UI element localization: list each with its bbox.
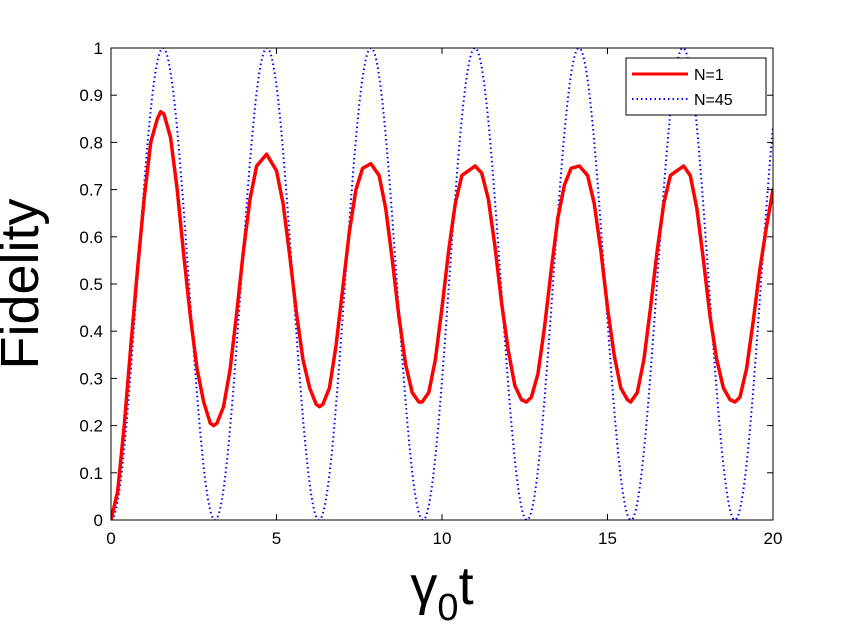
y-tick-label: 0.6 bbox=[79, 228, 103, 247]
plot-area bbox=[111, 48, 773, 520]
y-axis-title: Fidelity bbox=[0, 198, 50, 369]
y-tick-label: 0.9 bbox=[79, 86, 103, 105]
series-line-n45 bbox=[111, 48, 773, 520]
x-axis-title-variable: t bbox=[459, 556, 474, 616]
x-tick-label: 15 bbox=[598, 529, 617, 548]
y-tick-label: 1 bbox=[94, 39, 103, 58]
y-tick-label: 0.1 bbox=[79, 464, 103, 483]
legend-label-n1: N=1 bbox=[694, 67, 724, 84]
legend-label-n45: N=45 bbox=[694, 92, 733, 109]
y-tick-label: 0.2 bbox=[79, 417, 103, 436]
legend-box bbox=[625, 57, 767, 116]
x-tick-label: 20 bbox=[764, 529, 783, 548]
x-axis-title-subscript: 0 bbox=[437, 587, 458, 629]
x-axis-title: γ0t bbox=[410, 556, 473, 629]
x-tick-label: 10 bbox=[433, 529, 452, 548]
x-tick-label: 5 bbox=[272, 529, 281, 548]
y-tick-label: 0 bbox=[94, 511, 103, 530]
y-tick-label: 0.5 bbox=[79, 275, 103, 294]
y-tick-label: 0.7 bbox=[79, 181, 103, 200]
legend: N=1 N=45 bbox=[625, 57, 767, 116]
ticks-layer: 0 5 10 15 20 0 0.1 0.2 0.3 0.4 0.5 0.6 0.7 0.8 0.9 1 bbox=[79, 39, 782, 548]
y-tick-label: 0.3 bbox=[79, 369, 103, 388]
x-tick-label: 0 bbox=[106, 529, 115, 548]
y-tick-label: 0.4 bbox=[79, 322, 103, 341]
series-layer bbox=[111, 48, 773, 520]
x-axis-title-symbol: γ bbox=[410, 556, 437, 616]
y-tick-label: 0.8 bbox=[79, 133, 103, 152]
series-line-n1 bbox=[111, 109, 773, 520]
